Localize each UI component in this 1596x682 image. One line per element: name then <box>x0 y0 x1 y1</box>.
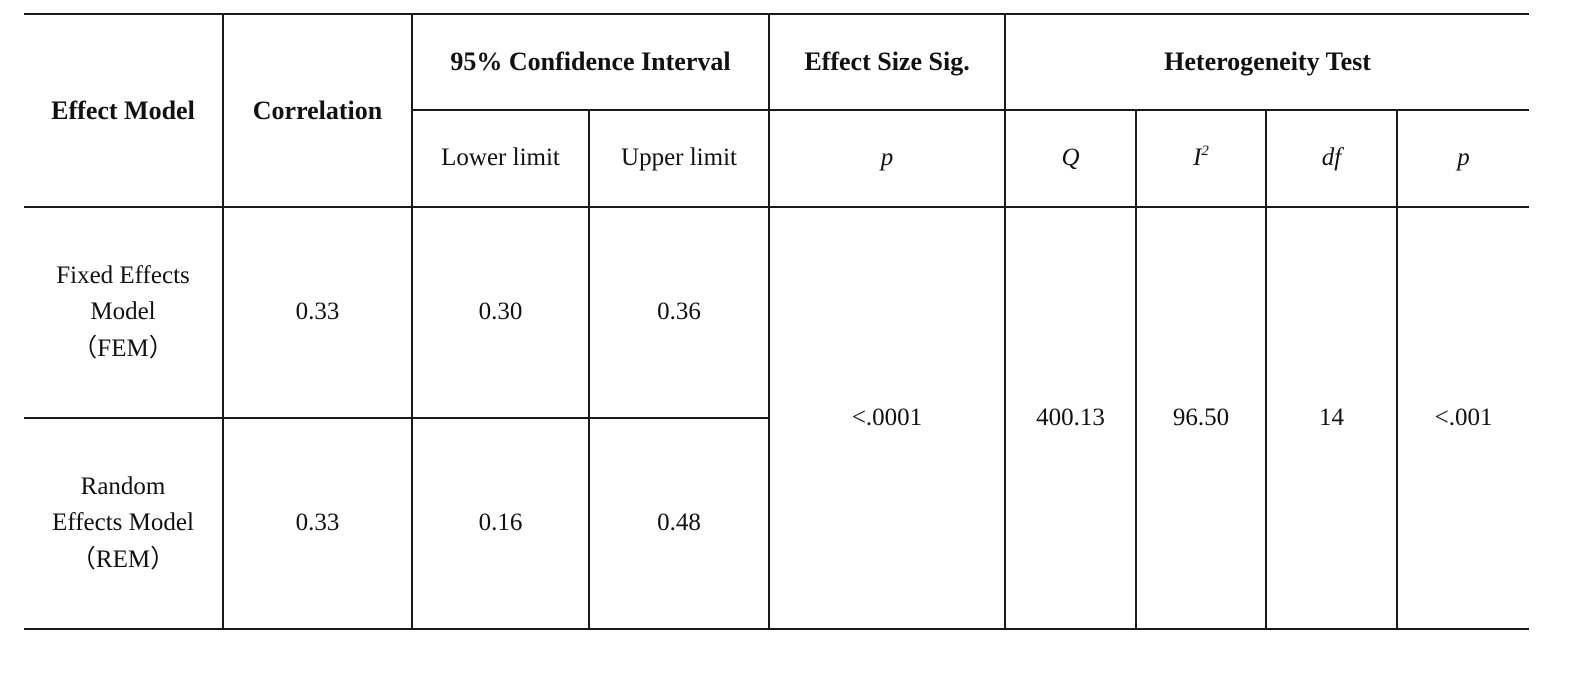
header-confidence-interval: 95% Confidence Interval <box>410 13 771 111</box>
cell-q: 400.13 <box>1004 206 1138 630</box>
cell-model-rem: Random Effects Model（REM） <box>24 417 224 630</box>
header-p-effect: p <box>768 109 1007 208</box>
header-i-superscript: 2 <box>1201 143 1209 160</box>
header-lower-limit: Lower limit <box>412 109 590 208</box>
cell-lower-rem: 0.16 <box>411 417 590 630</box>
header-row-2: Lower limit Upper limit p Q I2 df p <box>24 109 1530 208</box>
cell-model-fem: Fixed Effects Model（FEM） <box>24 206 224 419</box>
header-p-heterogeneity: p <box>1396 109 1530 208</box>
header-effect-model: Effect Model <box>24 13 224 208</box>
cell-p-effect: <.0001 <box>768 206 1007 630</box>
cell-p-heterogeneity: <.001 <box>1396 206 1530 630</box>
cell-correlation-fem: 0.33 <box>222 206 413 419</box>
cell-correlation-rem: 0.33 <box>222 417 413 630</box>
header-correlation: Correlation <box>222 13 413 208</box>
header-q: Q <box>1004 109 1138 208</box>
cell-i-squared: 96.50 <box>1135 206 1268 630</box>
header-i-letter: I <box>1193 144 1202 172</box>
cell-df: 14 <box>1265 206 1399 630</box>
header-row-1: Effect Model Correlation 95% Confidence … <box>24 13 1530 208</box>
header-effect-size-sig: Effect Size Sig. <box>768 13 1007 111</box>
header-i-squared: I2 <box>1135 109 1268 208</box>
table-row-rem: Random Effects Model（REM） 0.33 0.16 0.48 <box>24 417 1529 630</box>
header-heterogeneity-test: Heterogeneity Test <box>1004 13 1530 111</box>
cell-lower-fem: 0.30 <box>411 206 590 419</box>
table-row-fem: Fixed Effects Model（FEM） 0.33 0.30 0.36 … <box>24 206 1530 630</box>
header-upper-limit: Upper limit <box>587 109 771 208</box>
meta-analysis-table: Effect Model Correlation 95% Confidence … <box>24 13 1530 630</box>
cell-upper-fem: 0.36 <box>587 206 771 419</box>
header-df: df <box>1265 109 1399 208</box>
cell-upper-rem: 0.48 <box>587 417 771 630</box>
